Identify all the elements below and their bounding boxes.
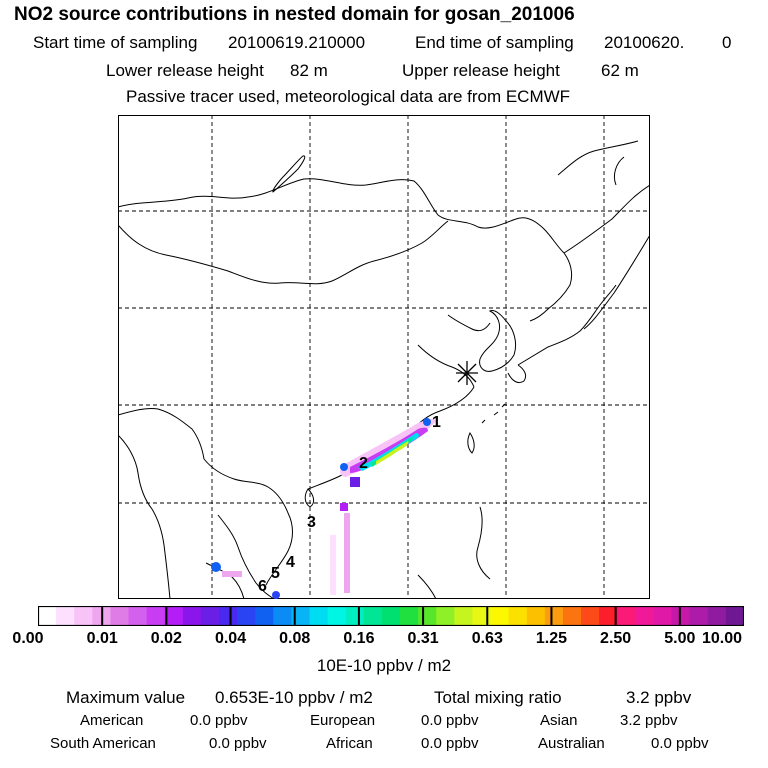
tracer-plume <box>211 418 436 599</box>
colorbar-cell <box>436 606 455 626</box>
tracer-note: Passive tracer used, meteorological data… <box>126 87 571 106</box>
colorbar-tick-label: 0.63 <box>471 630 503 647</box>
end-time-value: 20100620. <box>604 33 685 52</box>
colorbar-frame <box>38 606 744 626</box>
region-name: South American <box>50 735 156 752</box>
colorbar-cell <box>327 606 347 626</box>
colorbar-cell <box>237 606 256 626</box>
colorbar-tick-label: 0.16 <box>343 630 375 647</box>
coastlines-borders <box>118 140 650 599</box>
region-value: 3.2 ppbv <box>620 712 678 729</box>
total-mixing-value: 3.2 ppbv <box>626 688 692 707</box>
colorbar-cell <box>164 606 184 626</box>
colorbar-cell <box>725 606 744 626</box>
colorbar-cell <box>400 606 419 626</box>
region-value: 0.0 ppbv <box>421 712 479 729</box>
colorbar-tick-label: 2.50 <box>600 630 632 647</box>
colorbar-cell <box>617 606 636 626</box>
colorbar-cell <box>635 606 654 626</box>
colorbar-cell <box>345 606 365 626</box>
start-time-label: Start time of sampling <box>33 33 198 52</box>
region-name: European <box>310 712 376 729</box>
colorbar-cell <box>490 606 510 626</box>
upper-height-label: Upper release height <box>402 61 560 80</box>
colorbar-cell <box>454 606 473 626</box>
map-frame <box>118 115 650 599</box>
colorbar-cell <box>56 606 75 626</box>
lower-height-value: 82 m <box>290 61 328 80</box>
colorbar-cell <box>146 606 166 626</box>
region-value: 0.0 ppbv <box>209 735 267 752</box>
graticule <box>118 115 650 599</box>
colorbar-cell <box>38 606 57 626</box>
colorbar-tick-label: 0.08 <box>279 630 311 647</box>
plot-title: NO2 source contributions in nested domai… <box>14 4 575 25</box>
colorbar-cell <box>219 606 238 626</box>
colorbar-tick-label: 1.25 <box>535 630 568 647</box>
max-value: 0.653E-10 ppbv / m2 <box>215 688 373 707</box>
colorbar-tick-label: 0.02 <box>150 630 182 647</box>
colorbar-tick-label: 0.04 <box>214 630 247 647</box>
colorbar-cell <box>707 606 727 626</box>
region-name: American <box>80 712 144 729</box>
source-label-1: 1 <box>432 414 441 431</box>
colorbar-cell <box>581 606 600 626</box>
source-label-3: 3 <box>307 514 316 531</box>
total-mixing-label: Total mixing ratio <box>434 688 562 707</box>
colorbar-cell <box>508 606 528 626</box>
colorbar-cell <box>74 606 93 626</box>
colorbar-cell <box>200 606 220 626</box>
colorbar-cell <box>599 606 618 626</box>
max-value-label: Maximum value <box>66 688 186 707</box>
colorbar-cell <box>291 606 311 626</box>
colorbar-cell <box>544 606 564 626</box>
colorbar-cell <box>273 606 292 626</box>
colorbar <box>38 606 744 626</box>
source-label-6: 6 <box>258 578 267 595</box>
colorbar-cell <box>309 606 329 626</box>
end-time-suffix: 0 <box>722 33 732 52</box>
region-value: 0.0 ppbv <box>421 735 479 752</box>
region-value: 0.0 ppbv <box>190 712 248 729</box>
upper-height-value: 62 m <box>601 61 639 80</box>
colorbar-tick-label: 0.00 <box>12 630 44 647</box>
colorbar-units: 10E-10 ppbv / m2 <box>316 656 452 675</box>
colorbar-cell <box>689 606 709 626</box>
colorbar-tick-label: 0.01 <box>86 630 118 647</box>
source-label-2: 2 <box>359 455 368 472</box>
colorbar-cell <box>671 606 691 626</box>
colorbar-cell <box>653 606 673 626</box>
colorbar-cell <box>418 606 437 626</box>
region-name: Asian <box>540 712 578 729</box>
colorbar-tick-label: 0.31 <box>407 630 439 647</box>
region-name: Australian <box>538 735 605 752</box>
region-name: African <box>326 735 373 752</box>
colorbar-tick-label: 5.00 <box>664 630 696 647</box>
start-time-value: 20100619.210000 <box>228 33 366 52</box>
colorbar-tick-label: 10.00 <box>701 630 743 647</box>
region-value: 0.0 ppbv <box>651 735 709 752</box>
source-label-5: 5 <box>271 565 280 582</box>
colorbar-cell <box>128 606 148 626</box>
map-panel: 1 2 3 4 5 6 <box>118 115 650 599</box>
colorbar-cell <box>255 606 274 626</box>
colorbar-cell <box>562 606 582 626</box>
colorbar-cell <box>363 606 383 626</box>
source-label-4: 4 <box>286 554 295 571</box>
lower-height-label: Lower release height <box>106 61 264 80</box>
colorbar-cell <box>526 606 546 626</box>
asterisk-icon <box>456 361 478 385</box>
colorbar-cell <box>182 606 202 626</box>
end-time-label: End time of sampling <box>415 33 574 52</box>
colorbar-cell <box>110 606 130 626</box>
colorbar-cell <box>381 606 401 626</box>
